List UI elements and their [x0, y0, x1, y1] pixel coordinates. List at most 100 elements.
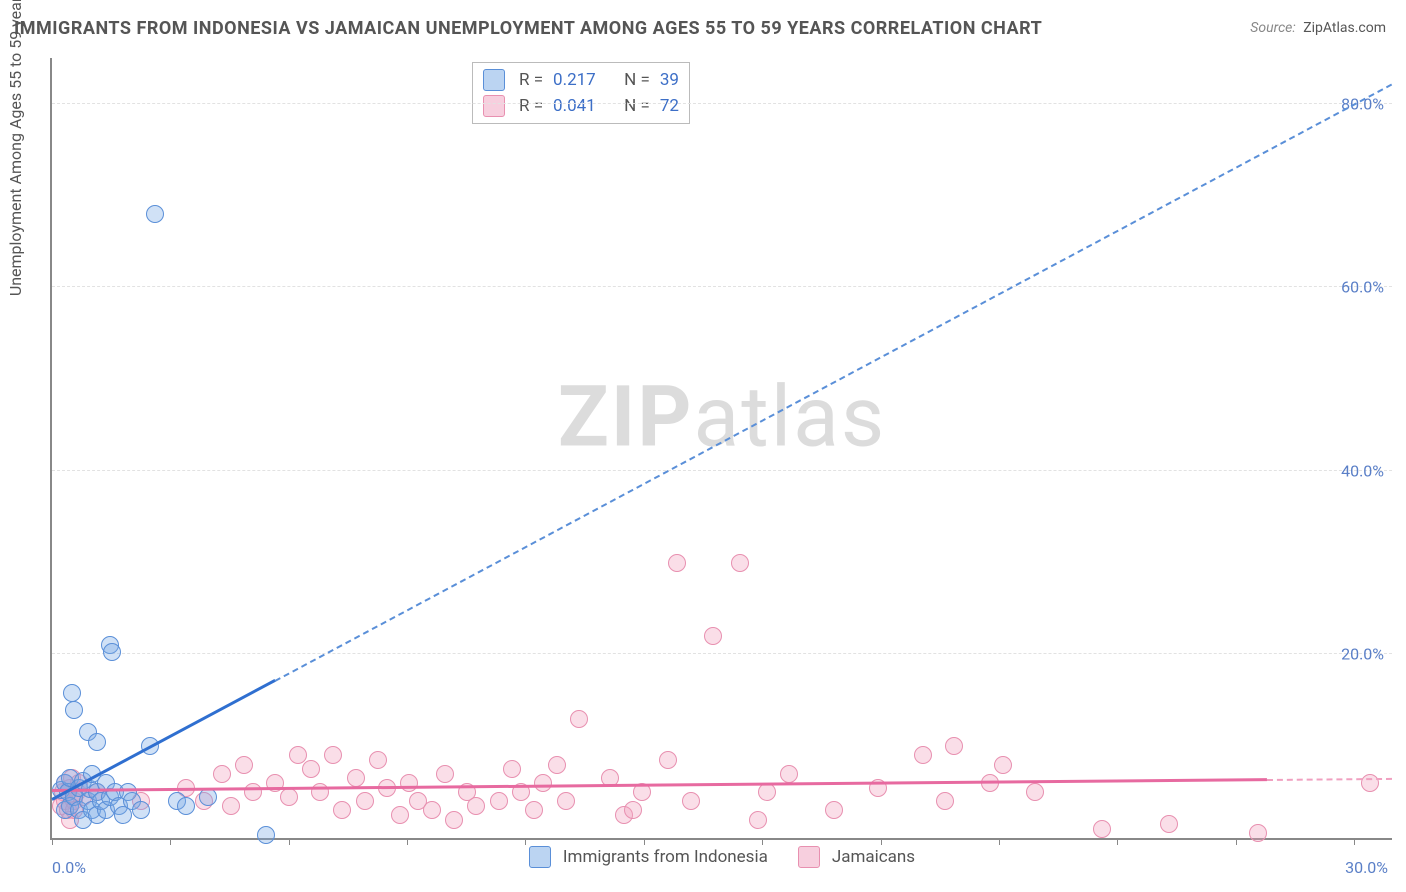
x-tick	[1236, 838, 1237, 845]
gridline	[52, 653, 1392, 654]
scatter-point-series2	[235, 756, 253, 774]
y-tick-label: 20.0%	[1341, 645, 1384, 664]
gridline	[52, 103, 1392, 104]
stats-r-label: R =	[519, 67, 543, 93]
y-tick-label: 60.0%	[1341, 278, 1384, 297]
x-axis-max-label: 30.0%	[1345, 858, 1388, 877]
source-value: ZipAtlas.com	[1303, 20, 1386, 36]
scatter-point-series2	[280, 788, 298, 806]
scatter-point-series1	[63, 684, 81, 702]
scatter-point-series2	[347, 769, 365, 787]
legend: Immigrants from Indonesia Jamaicans	[52, 842, 1392, 872]
scatter-point-series2	[731, 554, 749, 572]
x-tick	[999, 838, 1000, 845]
scatter-point-series2	[704, 627, 722, 645]
scatter-point-series2	[213, 765, 231, 783]
x-tick	[525, 838, 526, 845]
scatter-point-series2	[244, 783, 262, 801]
trendline-series1-dashed	[275, 84, 1393, 682]
scatter-point-series2	[445, 811, 463, 829]
scatter-point-series2	[668, 554, 686, 572]
scatter-point-series1	[103, 643, 121, 661]
scatter-point-series2	[302, 760, 320, 778]
x-tick	[1117, 838, 1118, 845]
gridline	[52, 470, 1392, 471]
scatter-point-series2	[534, 774, 552, 792]
x-tick	[644, 838, 645, 845]
scatter-point-series2	[400, 774, 418, 792]
legend-label-series2: Jamaicans	[832, 847, 915, 867]
scatter-point-series2	[333, 801, 351, 819]
scatter-point-series2	[467, 797, 485, 815]
watermark: ZIPatlas	[558, 367, 886, 466]
scatter-point-series2	[570, 710, 588, 728]
x-tick	[170, 838, 171, 845]
scatter-point-series2	[659, 751, 677, 769]
chart-title: IMMIGRANTS FROM INDONESIA VS JAMAICAN UN…	[14, 18, 1042, 39]
scatter-point-series2	[503, 760, 521, 778]
scatter-point-series2	[324, 746, 342, 764]
legend-item-series1: Immigrants from Indonesia	[529, 846, 768, 868]
stats-n-series2: 72	[660, 93, 679, 119]
scatter-point-series1	[257, 826, 275, 844]
stats-row-series1: R = 0.217 N = 39	[483, 67, 679, 93]
scatter-point-series2	[490, 792, 508, 810]
chart-container: IMMIGRANTS FROM INDONESIA VS JAMAICAN UN…	[0, 0, 1406, 892]
scatter-point-series1	[132, 801, 150, 819]
scatter-point-series1	[146, 205, 164, 223]
scatter-point-series2	[557, 792, 575, 810]
stats-swatch-series1	[483, 69, 505, 91]
scatter-point-series2	[1361, 774, 1379, 792]
scatter-point-series2	[749, 811, 767, 829]
scatter-point-series2	[914, 746, 932, 764]
stats-n-label: N =	[624, 67, 650, 93]
legend-swatch-series1	[529, 846, 551, 868]
scatter-point-series2	[682, 792, 700, 810]
y-axis-label: Unemployment Among Ages 55 to 59 years	[6, 0, 25, 296]
scatter-point-series1	[177, 797, 195, 815]
x-axis-min-label: 0.0%	[52, 858, 86, 877]
x-tick	[762, 838, 763, 845]
stats-row-series2: R = 0.041 N = 72	[483, 93, 679, 119]
stats-n-series1: 39	[660, 67, 679, 93]
legend-item-series2: Jamaicans	[798, 846, 915, 868]
legend-label-series1: Immigrants from Indonesia	[563, 847, 768, 867]
x-tick	[289, 838, 290, 845]
x-tick	[881, 838, 882, 845]
scatter-point-series1	[65, 701, 83, 719]
scatter-point-series2	[758, 783, 776, 801]
legend-swatch-series2	[798, 846, 820, 868]
scatter-point-series2	[525, 801, 543, 819]
scatter-point-series2	[945, 737, 963, 755]
stats-r-series2: 0.041	[553, 93, 596, 119]
scatter-point-series2	[1249, 824, 1267, 842]
stats-box: R = 0.217 N = 39 R = 0.041 N = 72	[472, 62, 690, 124]
watermark-atlas: atlas	[694, 367, 887, 466]
scatter-point-series2	[825, 801, 843, 819]
trendline-series2-solid	[52, 778, 1267, 792]
stats-swatch-series2	[483, 95, 505, 117]
source-attribution: Source: ZipAtlas.com	[1250, 20, 1386, 36]
watermark-zip: ZIP	[558, 367, 694, 466]
stats-r-series1: 0.217	[553, 67, 596, 93]
y-tick-label: 80.0%	[1341, 94, 1384, 113]
scatter-point-series2	[436, 765, 454, 783]
x-tick	[407, 838, 408, 845]
x-tick	[52, 838, 53, 845]
scatter-point-series2	[356, 792, 374, 810]
stats-n-label: N =	[624, 93, 650, 119]
y-tick-label: 40.0%	[1341, 461, 1384, 480]
scatter-point-series2	[994, 756, 1012, 774]
scatter-point-series2	[222, 797, 240, 815]
scatter-point-series2	[548, 756, 566, 774]
scatter-point-series2	[624, 801, 642, 819]
scatter-point-series2	[936, 792, 954, 810]
scatter-point-series2	[391, 806, 409, 824]
source-label: Source:	[1250, 20, 1295, 36]
scatter-point-series2	[780, 765, 798, 783]
scatter-point-series1	[88, 733, 106, 751]
scatter-point-series2	[423, 801, 441, 819]
stats-r-label: R =	[519, 93, 543, 119]
x-tick	[1354, 838, 1355, 845]
scatter-point-series2	[1093, 820, 1111, 838]
